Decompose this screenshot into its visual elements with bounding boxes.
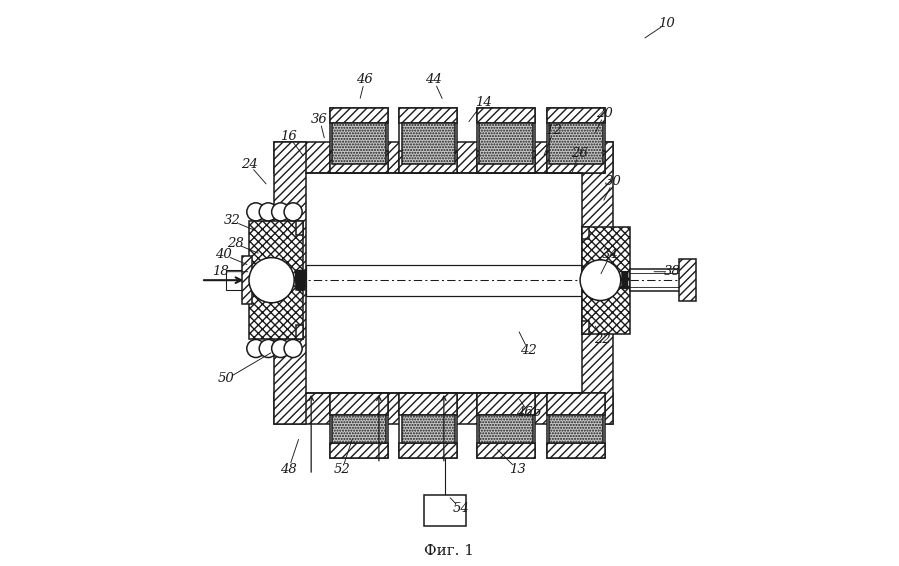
Circle shape <box>284 203 302 221</box>
Bar <box>583 226 589 239</box>
Bar <box>547 108 605 173</box>
Bar <box>399 393 458 415</box>
Bar <box>477 151 535 173</box>
Text: 26: 26 <box>571 147 588 160</box>
Bar <box>547 151 605 173</box>
Bar <box>479 415 533 443</box>
Circle shape <box>284 340 302 358</box>
Bar <box>583 142 613 424</box>
Bar <box>227 270 249 290</box>
Circle shape <box>259 340 277 358</box>
Bar <box>399 151 458 173</box>
Bar <box>477 443 535 458</box>
Bar <box>306 173 583 393</box>
Text: 46b: 46b <box>516 406 541 419</box>
Bar <box>330 108 388 123</box>
Text: 40: 40 <box>215 248 232 261</box>
Bar <box>424 495 467 526</box>
Circle shape <box>271 340 289 358</box>
Bar <box>547 108 605 123</box>
Bar <box>477 393 535 458</box>
Bar <box>274 142 613 173</box>
Text: 16: 16 <box>280 130 297 143</box>
Bar <box>477 108 535 173</box>
Circle shape <box>271 203 289 221</box>
Circle shape <box>249 258 294 303</box>
Bar <box>402 415 455 443</box>
Bar <box>547 443 605 458</box>
Bar <box>330 393 388 415</box>
Bar <box>332 415 386 443</box>
Bar <box>477 108 535 123</box>
Text: 44: 44 <box>425 73 442 86</box>
Bar <box>399 108 458 173</box>
Bar <box>274 142 306 424</box>
Text: 38: 38 <box>664 265 681 278</box>
Bar <box>399 443 458 458</box>
Text: 22: 22 <box>593 333 610 346</box>
Bar <box>477 393 535 415</box>
Text: 20: 20 <box>596 107 613 120</box>
Circle shape <box>247 203 265 221</box>
Text: 18: 18 <box>212 265 229 278</box>
Text: 34: 34 <box>602 248 619 261</box>
Text: 36: 36 <box>311 113 328 126</box>
Text: 46: 46 <box>356 73 373 86</box>
Text: Фиг. 1: Фиг. 1 <box>424 544 475 558</box>
Bar <box>330 151 388 173</box>
Bar <box>296 325 303 340</box>
Bar <box>306 265 583 295</box>
Bar <box>296 221 303 235</box>
Bar <box>630 269 684 291</box>
Bar <box>549 123 602 164</box>
Bar <box>399 393 458 458</box>
Bar <box>549 415 602 443</box>
Bar <box>680 259 696 301</box>
Bar <box>330 108 388 173</box>
Text: 28: 28 <box>227 237 244 250</box>
Bar <box>547 393 605 458</box>
Bar <box>243 256 253 304</box>
Bar <box>479 123 533 164</box>
Bar <box>330 443 388 458</box>
Circle shape <box>580 260 620 301</box>
Text: 42: 42 <box>521 344 537 357</box>
Text: 24: 24 <box>241 158 257 171</box>
Bar <box>274 393 613 424</box>
Circle shape <box>259 203 277 221</box>
Text: 48: 48 <box>280 463 297 476</box>
Text: 12: 12 <box>546 124 563 137</box>
Text: 30: 30 <box>605 175 621 188</box>
Bar <box>547 393 605 415</box>
Text: 32: 32 <box>224 215 241 228</box>
Text: 10: 10 <box>658 17 675 30</box>
Bar <box>249 221 303 340</box>
Bar <box>330 393 388 458</box>
Bar <box>402 123 455 164</box>
Text: 54: 54 <box>452 503 469 516</box>
Text: 14: 14 <box>475 96 492 109</box>
Bar <box>332 123 386 164</box>
Bar <box>583 321 589 334</box>
Circle shape <box>247 340 265 358</box>
Bar <box>583 226 630 334</box>
Bar <box>399 108 458 123</box>
Text: 13: 13 <box>509 463 526 476</box>
Text: 50: 50 <box>218 372 235 385</box>
Text: 52: 52 <box>334 463 351 476</box>
